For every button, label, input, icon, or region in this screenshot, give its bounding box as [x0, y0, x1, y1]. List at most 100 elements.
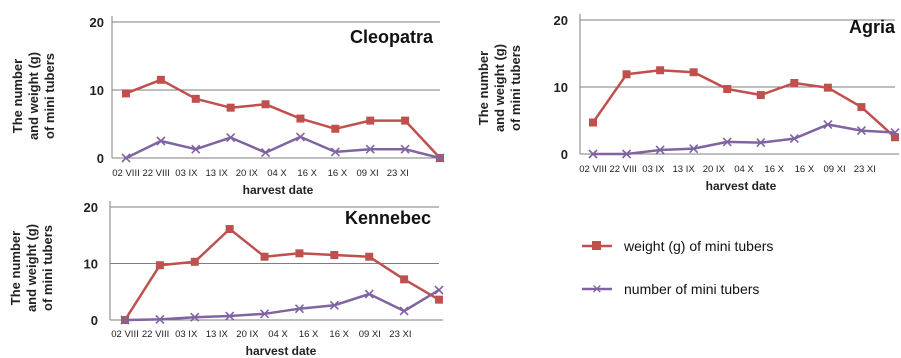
data-point-weight: [756, 91, 765, 100]
data-point-number: [294, 304, 305, 314]
data-point-weight: [260, 252, 269, 261]
data-point-number: [225, 311, 235, 321]
data-point-weight: [296, 114, 305, 123]
data-point-number: [226, 133, 236, 143]
data-point-number: [435, 153, 445, 163]
y-tick-label: 0: [91, 313, 98, 328]
y-tick-label: 20: [90, 15, 104, 30]
data-point-weight: [331, 124, 340, 133]
data-point-number: [295, 132, 306, 142]
y-axis-label-line: The number: [10, 59, 25, 133]
x-tick-label: 23 XI: [854, 164, 876, 175]
legend-number-label: number of mini tubers: [624, 281, 759, 297]
data-point-number: [588, 149, 598, 159]
x-tick-label: 22 VIII: [142, 329, 169, 340]
data-point-number: [365, 144, 375, 154]
data-point-weight: [401, 116, 410, 125]
data-point-number: [330, 147, 340, 157]
y-axis-label-line: of mini tubers: [42, 53, 57, 139]
x-tick-label: 02 VIII: [112, 168, 139, 179]
x-tick-label: 16 X: [297, 168, 317, 179]
data-point-weight: [155, 261, 164, 270]
x-tick-label: 23 XI: [389, 329, 411, 340]
series-line-weight: [123, 227, 440, 321]
data-point-weight: [226, 103, 235, 112]
data-point-weight: [400, 275, 409, 284]
x-tick-label: 16 X: [328, 168, 348, 179]
data-point-weight: [261, 100, 270, 109]
data-point-weight: [156, 75, 165, 84]
data-point-weight: [295, 249, 304, 258]
y-axis-label-line: of mini tubers: [40, 225, 55, 311]
data-point-number: [823, 119, 833, 130]
data-point-weight: [225, 225, 234, 234]
data-point-number: [856, 125, 867, 136]
x-tick-label: 16 X: [329, 329, 349, 340]
x-axis-label: harvest date: [246, 344, 317, 358]
data-point-number: [621, 149, 632, 159]
data-point-weight: [589, 118, 597, 127]
data-point-weight: [823, 83, 832, 92]
chart-title: Agria: [849, 17, 896, 37]
y-axis-label: The numberand weight (g)of mini tubers: [10, 52, 57, 140]
data-point-number: [722, 137, 732, 147]
data-point-number: [399, 306, 409, 316]
y-axis-label-line: and weight (g): [492, 44, 507, 132]
chart-agria: 0 10 20 02 VIII 22 VIII 03 IX 13 IX 20 IX 04 X 16…: [476, 13, 900, 193]
y-tick-label: 20: [84, 200, 98, 215]
data-point-weight: [656, 66, 665, 75]
x-tick-label: 09 XI: [359, 329, 381, 340]
x-tick-label: 13 IX: [206, 168, 229, 179]
y-tick-label: 10: [554, 80, 568, 95]
data-point-number: [190, 312, 200, 322]
x-tick-label: 13 IX: [206, 329, 229, 340]
x-tick-label: 22 VIII: [142, 168, 169, 179]
data-point-weight: [366, 116, 375, 125]
x-tick-label: 03 IX: [642, 164, 665, 175]
data-point-number: [155, 314, 165, 325]
x-axis-label: harvest date: [706, 179, 777, 193]
data-point-number: [120, 315, 130, 325]
x-tick-label: 16 X: [764, 164, 784, 175]
data-point-weight: [122, 89, 130, 98]
data-point-weight: [191, 94, 200, 103]
y-tick-label: 10: [90, 83, 104, 98]
data-point-weight: [891, 133, 899, 142]
data-point-weight: [365, 252, 374, 261]
data-point-weight: [330, 251, 339, 260]
data-point-weight: [790, 78, 799, 87]
data-point-number: [121, 153, 131, 163]
data-point-weight: [190, 257, 199, 266]
x-tick-label: 23 XI: [387, 168, 409, 179]
chart-title: Cleopatra: [350, 27, 434, 47]
y-axis-label: The numberand weight (g)of mini tubers: [476, 44, 523, 132]
x-tick-label: 02 VIII: [579, 164, 606, 175]
y-axis-label: The numberand weight (g)of mini tubers: [8, 224, 55, 312]
legend-number-marker: ✕: [592, 282, 603, 297]
y-axis-label-line: and weight (g): [26, 52, 41, 140]
y-axis-label-line: of mini tubers: [508, 45, 523, 131]
x-tick-label: 04 X: [268, 329, 288, 340]
x-tick-label: 16 X: [299, 329, 319, 340]
chart-cleopatra: 0 10 20 02 VIII 22 VIII 03 IX 13 IX 20 IX 04 X 16…: [10, 15, 445, 197]
data-point-number: [756, 138, 766, 148]
data-point-number: [655, 145, 665, 155]
series-line-number: [593, 123, 896, 156]
data-point-number: [789, 134, 799, 144]
data-point-number: [400, 144, 410, 154]
series-line-number: [125, 135, 441, 160]
y-tick-label: 0: [561, 147, 568, 162]
data-point-number: [329, 300, 339, 310]
series-line-weight: [591, 69, 896, 139]
x-tick-label: 20 IX: [236, 168, 259, 179]
y-axis-label-line: The number: [8, 231, 23, 305]
x-tick-label: 04 X: [734, 164, 754, 175]
y-axis-label-line: and weight (g): [24, 224, 39, 312]
legend: weight (g) of mini tubers ✕ number of mi…: [582, 238, 773, 297]
x-tick-label: 04 X: [267, 168, 287, 179]
data-point-weight: [857, 103, 866, 112]
x-tick-label: 16 X: [795, 164, 815, 175]
x-tick-label: 03 IX: [175, 168, 198, 179]
data-point-weight: [435, 295, 443, 304]
